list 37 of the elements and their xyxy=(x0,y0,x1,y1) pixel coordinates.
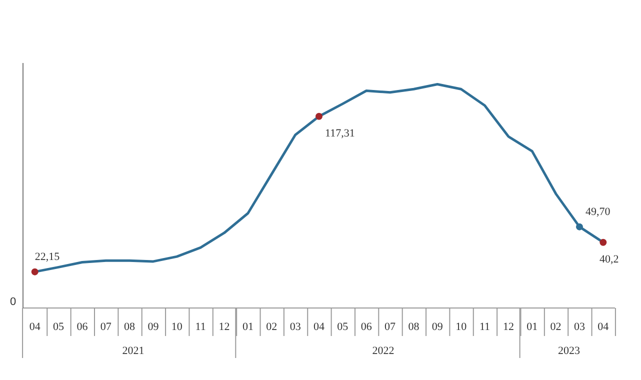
x-tick-label: 12 xyxy=(502,321,514,333)
x-tick-label: 03 xyxy=(290,321,302,333)
x-tick-label: 01 xyxy=(242,321,254,333)
data-label: 22,15 xyxy=(34,250,60,263)
data-label: 117,31 xyxy=(325,127,355,140)
text: 2022 xyxy=(372,345,394,357)
x-tick-label: 05 xyxy=(337,321,349,333)
x-tick-label: 11 xyxy=(479,321,490,333)
point xyxy=(316,112,322,120)
x-tick-label: 01 xyxy=(526,321,538,333)
x-tick-label: 03 xyxy=(574,321,586,333)
text: 0 xyxy=(10,296,16,308)
x-tick-label: 06 xyxy=(360,321,372,333)
x-tick-label: 07 xyxy=(384,321,396,333)
x-tick-label: 11 xyxy=(195,321,206,333)
x-tick-label: 06 xyxy=(76,321,88,333)
data-label: 49,70 xyxy=(585,206,611,218)
x-tick-label: 04 xyxy=(29,321,41,333)
x-tick-label: 07 xyxy=(100,321,112,333)
x-tick-label: 05 xyxy=(53,321,65,333)
x-tick-label: 02 xyxy=(266,321,278,333)
x-tick-label: 09 xyxy=(432,321,444,333)
data-label: 40,2 xyxy=(600,253,619,266)
x-tick-label: 12 xyxy=(218,321,230,333)
point xyxy=(576,223,583,230)
x-tick-label: 02 xyxy=(550,321,562,333)
x-tick-label: 08 xyxy=(124,321,136,333)
x-tick-label: 10 xyxy=(171,321,183,333)
x-tick-label: 09 xyxy=(148,321,160,333)
x-tick-label: 10 xyxy=(456,321,468,333)
point xyxy=(31,268,38,276)
x-tick-label: 04 xyxy=(314,321,325,333)
text: 2023 xyxy=(558,345,581,357)
x-tick-label: 04 xyxy=(598,321,610,333)
point xyxy=(600,238,607,246)
text: 2021 xyxy=(122,345,144,357)
x-tick-label: 08 xyxy=(408,321,420,333)
